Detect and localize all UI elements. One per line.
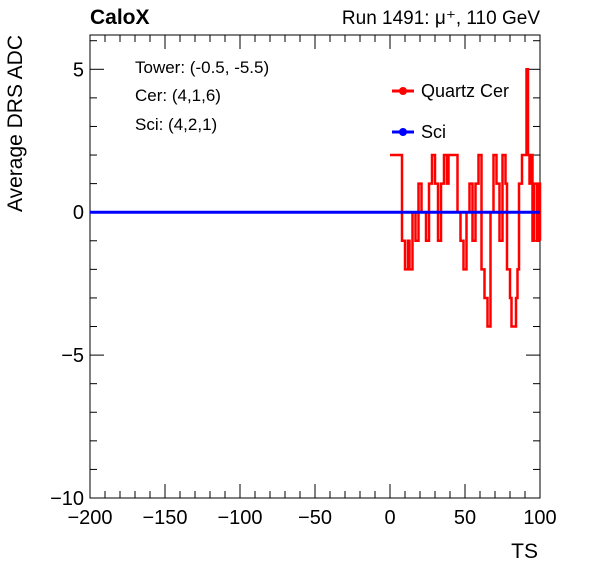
run-info: Run 1491: μ⁺, 110 GeV: [341, 8, 540, 29]
x-tick-label: 0: [384, 507, 395, 529]
legend: [392, 87, 414, 136]
x-tick-label: −100: [217, 507, 262, 529]
x-tick-label: −200: [67, 507, 112, 529]
experiment-name: CaloX: [90, 6, 150, 29]
plot-marks: [90, 68, 542, 328]
tower-label: Tower: (-0.5, -5.5): [135, 58, 270, 77]
y-tick-label: 5: [73, 59, 84, 81]
x-tick-label: 50: [454, 507, 476, 529]
axis-ticks: −200 −150 −100 −50 0 50 100−10−505: [50, 35, 557, 529]
series-line-quartz-cer: [390, 68, 542, 328]
legend-label-sci: Sci: [421, 122, 447, 142]
x-tick-label: −150: [142, 507, 187, 529]
y-tick-label: 0: [73, 202, 84, 224]
x-tick-label: −50: [298, 507, 332, 529]
legend-marker: [399, 87, 407, 95]
cer-channel-label: Cer: (4,1,6): [135, 86, 221, 105]
legend-label-quartz-cer: Quartz Cer: [421, 81, 510, 101]
legend-marker: [399, 128, 407, 136]
x-tick-label: 100: [523, 507, 556, 529]
y-tick-label: −5: [61, 345, 84, 367]
x-axis-label: TS: [511, 540, 538, 563]
y-axis-label: Average DRS ADC: [4, 35, 27, 212]
y-tick-label: −10: [50, 488, 84, 510]
sci-channel-label: Sci: (4,2,1): [135, 115, 218, 134]
